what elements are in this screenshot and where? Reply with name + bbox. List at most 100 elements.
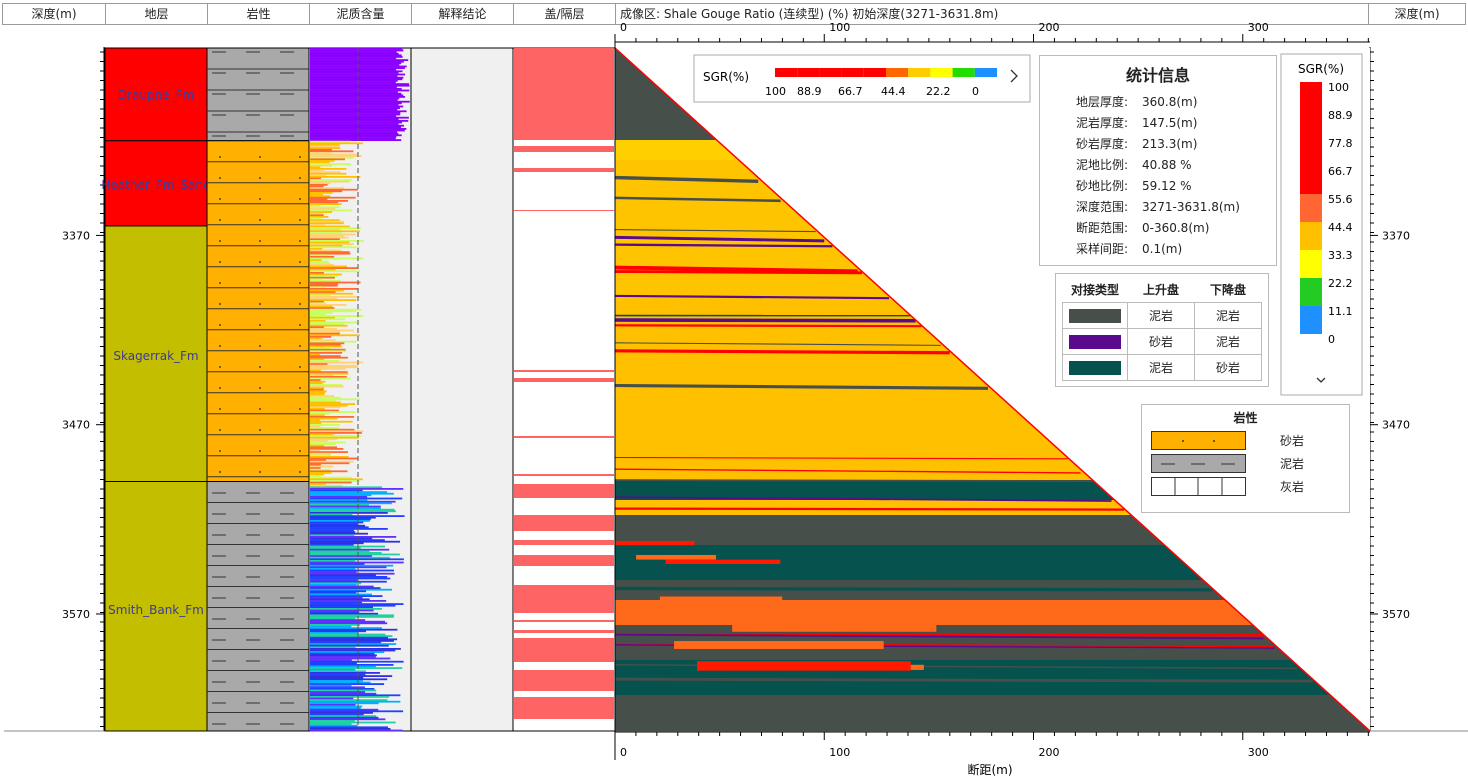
shale-content-sample [310, 601, 362, 604]
shale-content-sample [310, 446, 338, 449]
shale-content-sample [310, 523, 359, 525]
shale-content-sample [310, 243, 354, 245]
shale-content-sample [310, 550, 370, 553]
shale-content-sample [310, 561, 404, 564]
shale-content-sample [310, 636, 389, 639]
sgr-legend-swatch [1300, 194, 1322, 222]
sgr-streak [614, 507, 1125, 511]
top-scale-swatch [952, 68, 975, 77]
shale-content-sample [310, 649, 396, 652]
shale-content-sample [310, 473, 325, 476]
shale-content-sample [310, 491, 388, 493]
seal-band [514, 670, 614, 691]
shale-content-sample [310, 214, 324, 217]
top-scale-swatch [974, 68, 997, 77]
shale-content-sample [310, 302, 327, 305]
shale-content-sample [310, 54, 402, 57]
shale-content-sample [310, 627, 382, 629]
shale-content-sample [310, 584, 357, 586]
shale-content-sample [310, 312, 333, 314]
shale-content-sample [310, 225, 350, 228]
stats-row: 砂地比例: 59.12 % [1040, 176, 1276, 197]
sgr-band [615, 300, 1093, 480]
shale-content-sample [310, 660, 404, 663]
shale-content-sample [310, 697, 354, 700]
shale-content-sample [310, 342, 345, 345]
seal-band [514, 638, 614, 662]
sgr-streak [614, 324, 922, 328]
seal-band [514, 436, 614, 438]
shale-content-sample [310, 200, 349, 202]
shale-content-sample [310, 704, 356, 706]
header-depth-left: 深度(m) [2, 3, 106, 25]
shale-content-sample [310, 153, 359, 156]
top-scale-swatch [819, 68, 842, 77]
shale-content-sample [310, 572, 395, 575]
shale-content-sample [310, 187, 345, 189]
shale-content-sample [310, 113, 401, 116]
chevron-down-icon[interactable] [1316, 377, 1326, 383]
shale-content-sample [310, 600, 387, 602]
shale-content-sample [310, 86, 397, 89]
shale-content-sample [310, 438, 338, 441]
shale-content-sample [310, 219, 340, 221]
shale-content-sample [310, 144, 340, 146]
shale-content-sample [310, 467, 321, 469]
shale-content-sample [310, 451, 349, 453]
shale-content-sample [310, 513, 353, 516]
sgr-streak [614, 294, 890, 300]
chevron-right-icon[interactable] [1010, 69, 1018, 83]
shale-content-sample [310, 310, 356, 313]
sgr-streak [614, 243, 833, 248]
shale-content-sample [310, 628, 398, 631]
shale-content-sample [310, 595, 383, 597]
top-scale-label: SGR(%) [703, 70, 749, 84]
stats-key: 地层厚度: [1075, 95, 1128, 109]
shale-content-sample [310, 80, 398, 82]
shale-content-sample [310, 432, 362, 434]
shale-content-sample [310, 228, 341, 231]
shale-content-sample [310, 358, 324, 361]
shale-content-sample [310, 596, 363, 599]
stats-key: 泥岩厚度: [1075, 116, 1128, 130]
shale-content-sample [310, 444, 325, 447]
shale-content-sample [310, 723, 352, 725]
stats-key: 深度范围: [1075, 200, 1128, 214]
shale-content-sample [310, 668, 356, 671]
shale-content-sample [310, 313, 326, 316]
shale-content-sample [310, 516, 376, 519]
shale-content-sample [310, 427, 340, 429]
shale-content-sample [310, 179, 352, 181]
shale-content-sample [310, 577, 391, 580]
shale-content-sample [310, 296, 360, 298]
shale-content-sample [310, 267, 358, 269]
shale-content-sample [310, 104, 399, 106]
shale-content-sample [310, 134, 402, 137]
shale-content-sample [310, 137, 396, 140]
shale-content-sample [310, 459, 327, 461]
sgr-streak [614, 456, 1068, 460]
sgr-legend-tick: 77.8 [1328, 137, 1353, 150]
depth-tick-label: 3370 [1382, 229, 1410, 242]
shale-content-sample [310, 604, 396, 607]
shale-content-sample [310, 512, 388, 514]
sgr-streak [614, 383, 989, 390]
shale-content-sample [310, 638, 398, 641]
stats-row: 断距范围: 0-360.8(m) [1040, 218, 1276, 239]
shale-content-sample [310, 329, 354, 332]
shale-content-sample [310, 616, 394, 618]
shale-content-sample [310, 252, 351, 255]
stats-value: 0.1(m) [1142, 242, 1183, 256]
shale-content-sample [310, 712, 373, 714]
shale-content-sample [310, 116, 409, 119]
shale-content-sample [310, 100, 410, 103]
shale-content-sample [310, 372, 349, 375]
sgr-diagonal-edge [614, 47, 1371, 732]
shale-content-sample [310, 396, 341, 399]
sgr-band [615, 515, 1165, 545]
shale-content-sample [310, 502, 392, 505]
shale-content-sample [310, 387, 325, 389]
shale-content-sample [310, 480, 360, 482]
shale-content-sample [310, 537, 373, 540]
